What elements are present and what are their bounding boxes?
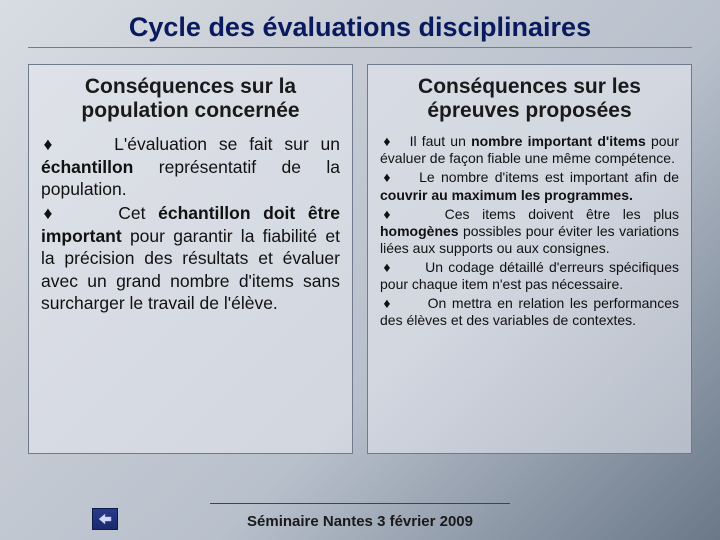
page-title: Cycle des évaluations disciplinaires — [28, 12, 692, 48]
columns: Conséquences sur la population concernée… — [28, 64, 692, 454]
slide: Cycle des évaluations disciplinaires Con… — [0, 0, 720, 540]
column-left-body: ♦ L'évaluation se fait sur un échantillo… — [41, 133, 340, 443]
column-left: Conséquences sur la population concernée… — [28, 64, 353, 454]
column-left-heading: Conséquences sur la population concernée — [41, 75, 340, 123]
footer: Séminaire Nantes 3 février 2009 — [0, 513, 720, 530]
footer-text: Séminaire Nantes 3 février 2009 — [247, 513, 473, 530]
column-right-heading: Conséquences sur les épreuves proposées — [380, 75, 679, 123]
column-right-body: ♦ Il faut un nombre important d'items po… — [380, 133, 679, 443]
footer-divider — [210, 503, 510, 504]
column-right: Conséquences sur les épreuves proposées … — [367, 64, 692, 454]
